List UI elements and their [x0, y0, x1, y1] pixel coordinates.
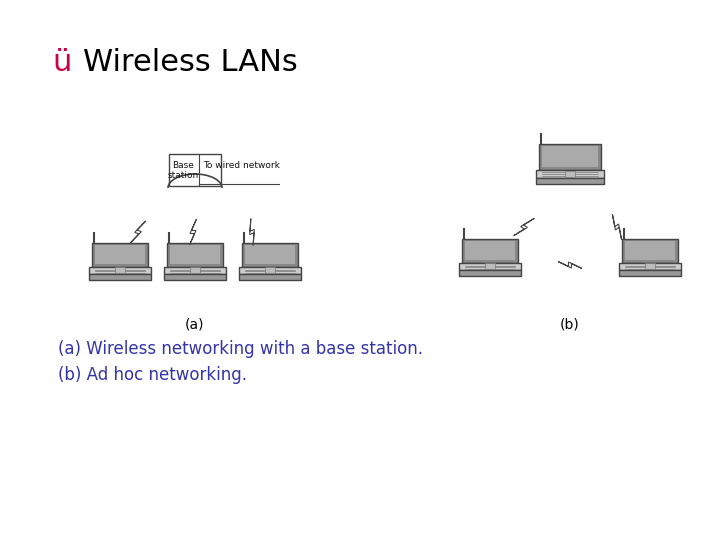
Text: (a): (a)	[185, 318, 204, 332]
Polygon shape	[189, 219, 197, 245]
Bar	[115, 267, 125, 273]
Bar	[462, 239, 518, 264]
Bar	[190, 267, 200, 273]
Bar	[245, 246, 295, 265]
Bar	[265, 267, 275, 273]
Bar	[95, 246, 145, 265]
Bar	[465, 241, 515, 260]
Polygon shape	[558, 261, 582, 268]
Bar	[539, 144, 600, 170]
Polygon shape	[250, 219, 254, 245]
Bar	[242, 244, 298, 267]
Text: (b): (b)	[560, 318, 580, 332]
Polygon shape	[513, 218, 534, 235]
Polygon shape	[613, 214, 621, 240]
Bar	[170, 246, 220, 265]
Bar	[542, 146, 598, 167]
Text: (a) Wireless networking with a base station.: (a) Wireless networking with a base stat…	[58, 340, 423, 358]
Bar	[565, 171, 575, 177]
Bar	[625, 241, 675, 260]
Bar	[619, 264, 681, 271]
Bar	[485, 264, 495, 269]
Bar	[169, 154, 221, 186]
Bar	[459, 271, 521, 276]
Text: To wired network: To wired network	[203, 161, 280, 171]
Text: Base: Base	[172, 160, 194, 170]
Bar	[622, 239, 678, 264]
Bar	[92, 244, 148, 267]
Bar	[239, 267, 301, 274]
Bar	[459, 264, 521, 271]
Bar	[536, 178, 604, 184]
Bar	[536, 170, 604, 178]
Polygon shape	[130, 221, 145, 243]
Bar	[89, 267, 151, 274]
Bar	[619, 271, 681, 276]
Bar	[645, 264, 655, 269]
Bar	[167, 244, 223, 267]
Text: station: station	[167, 172, 199, 180]
Bar	[89, 274, 151, 280]
Bar	[164, 267, 226, 274]
Text: Wireless LANs: Wireless LANs	[83, 48, 298, 77]
Text: ü: ü	[52, 48, 71, 77]
Bar	[164, 274, 226, 280]
Text: (b) Ad hoc networking.: (b) Ad hoc networking.	[58, 366, 247, 384]
Bar	[239, 274, 301, 280]
